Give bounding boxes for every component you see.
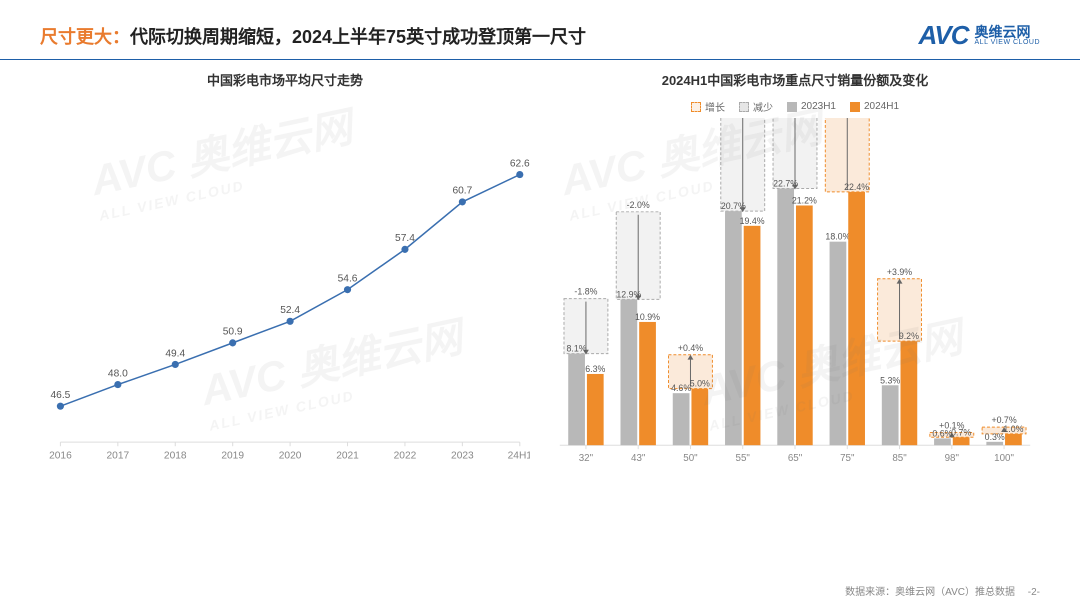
svg-text:50.9: 50.9	[223, 327, 243, 338]
line-chart-title: 中国彩电市场平均尺寸走势	[40, 70, 530, 89]
line-chart: 46.5 2016 48.0 2017 49.4 2018 50.9 2019 52.4 2020…	[40, 99, 530, 479]
line-chart-box: 中国彩电市场平均尺寸走势 46.5 2016 48.0 2017 49.4 2018 50.…	[40, 70, 530, 498]
svg-text:5.0%: 5.0%	[690, 379, 710, 389]
svg-text:57.4: 57.4	[395, 233, 415, 244]
svg-text:52.4: 52.4	[280, 305, 300, 316]
svg-text:32": 32"	[579, 453, 594, 464]
svg-text:6.3%: 6.3%	[585, 364, 605, 374]
title-main: 代际切换周期缩短，2024上半年75英寸成功登顶第一尺寸	[130, 23, 586, 49]
svg-text:46.5: 46.5	[51, 390, 71, 401]
svg-text:+3.9%: +3.9%	[887, 267, 912, 277]
bar-chart-title: 2024H1中国彩电市场重点尺寸销量份额及变化	[550, 70, 1040, 89]
svg-text:62.6: 62.6	[510, 158, 530, 169]
svg-text:2017: 2017	[107, 450, 130, 461]
svg-text:-2.0%: -2.0%	[627, 200, 650, 210]
svg-text:20.7%: 20.7%	[721, 201, 746, 211]
bar-chart-box: 2024H1中国彩电市场重点尺寸销量份额及变化 增长 减少 2023H1 202…	[550, 70, 1040, 498]
svg-text:+0.4%: +0.4%	[678, 343, 703, 353]
logo: AVC 奥维云网 ALL VIEW CLOUD	[919, 20, 1040, 51]
svg-text:2023: 2023	[451, 450, 474, 461]
svg-text:2018: 2018	[164, 450, 187, 461]
svg-text:55": 55"	[736, 453, 751, 464]
svg-text:-1.8%: -1.8%	[574, 287, 597, 297]
logo-mark: AVC	[919, 20, 969, 51]
legend-increase: 增长	[691, 99, 725, 114]
bar-chart: -1.8% 8.1% 6.3% 32" -2.0% 12.9% 10.9% 43" +0.4% 4…	[550, 118, 1040, 498]
svg-text:22.4%: 22.4%	[844, 182, 869, 192]
svg-text:21.2%: 21.2%	[792, 196, 817, 206]
svg-text:85": 85"	[892, 453, 907, 464]
svg-text:4.6%: 4.6%	[671, 383, 691, 393]
svg-text:43": 43"	[631, 453, 646, 464]
svg-text:18.0%: 18.0%	[825, 232, 850, 242]
svg-text:100": 100"	[994, 453, 1014, 464]
svg-text:22.7%: 22.7%	[773, 179, 798, 189]
svg-text:0.3%: 0.3%	[985, 432, 1005, 442]
svg-text:2020: 2020	[279, 450, 302, 461]
legend-2023: 2023H1	[787, 99, 836, 114]
header: 尺寸更大： 代际切换周期缩短，2024上半年75英寸成功登顶第一尺寸 AVC 奥…	[0, 0, 1080, 60]
svg-text:49.4: 49.4	[165, 348, 185, 359]
svg-text:2021: 2021	[336, 450, 359, 461]
svg-text:75": 75"	[840, 453, 855, 464]
logo-cn: 奥维云网	[975, 25, 1040, 39]
footer: 数据来源：奥维云网（AVC）推总数据 -2-	[845, 583, 1040, 598]
bar-legend: 增长 减少 2023H1 2024H1	[550, 99, 1040, 114]
logo-en: ALL VIEW CLOUD	[975, 39, 1040, 46]
svg-text:0.7%: 0.7%	[951, 427, 971, 437]
svg-text:5.3%: 5.3%	[880, 375, 900, 385]
svg-text:12.9%: 12.9%	[616, 289, 641, 299]
svg-text:50": 50"	[683, 453, 698, 464]
svg-text:2016: 2016	[49, 450, 72, 461]
legend-2024: 2024H1	[850, 99, 899, 114]
svg-text:2022: 2022	[394, 450, 417, 461]
svg-text:48.0: 48.0	[108, 368, 128, 379]
data-source: 数据来源：奥维云网（AVC）推总数据	[845, 587, 1015, 598]
svg-text:0.6%: 0.6%	[932, 428, 952, 438]
svg-text:19.4%: 19.4%	[740, 216, 765, 226]
svg-text:10.9%: 10.9%	[635, 312, 660, 322]
svg-text:60.7: 60.7	[452, 186, 472, 197]
title-highlight: 尺寸更大：	[40, 23, 130, 49]
svg-text:24H1: 24H1	[508, 450, 530, 461]
page-number: -2-	[1028, 587, 1040, 598]
svg-text:8.1%: 8.1%	[567, 344, 587, 354]
svg-text:98": 98"	[945, 453, 960, 464]
svg-text:65": 65"	[788, 453, 803, 464]
legend-decrease: 减少	[739, 99, 773, 114]
svg-text:1.0%: 1.0%	[1003, 424, 1023, 434]
svg-text:9.2%: 9.2%	[899, 331, 919, 341]
svg-text:54.6: 54.6	[338, 273, 358, 284]
svg-text:2019: 2019	[221, 450, 244, 461]
charts-row: 中国彩电市场平均尺寸走势 46.5 2016 48.0 2017 49.4 2018 50.…	[0, 60, 1080, 498]
